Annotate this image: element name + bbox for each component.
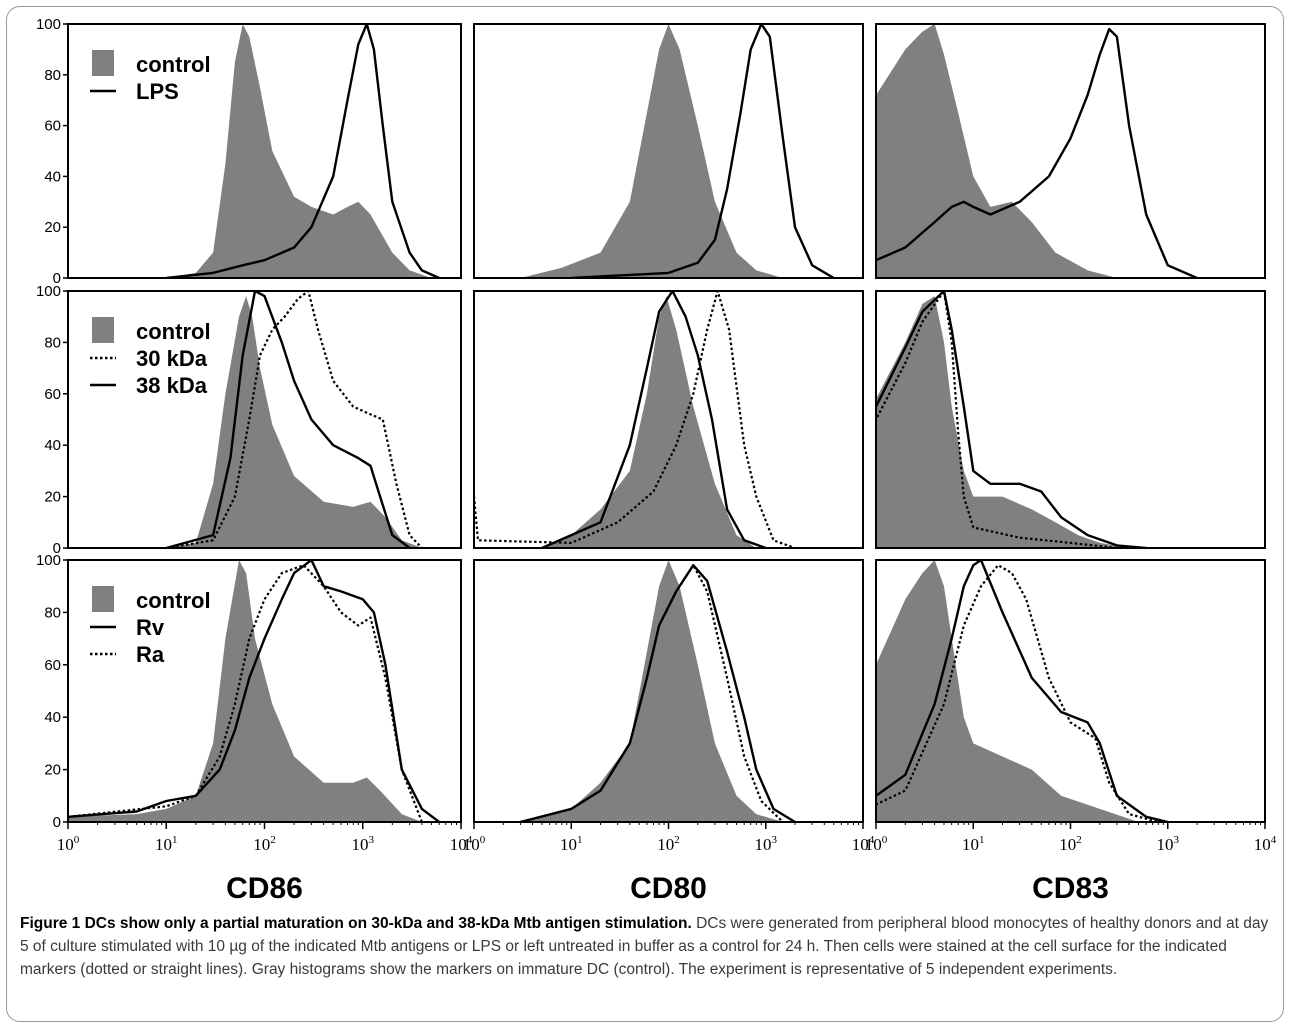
plot-area xyxy=(876,560,1169,822)
series-30-kda-line xyxy=(876,291,1118,548)
y-tick-label: 20 xyxy=(44,489,61,506)
y-tick-label: 100 xyxy=(36,16,61,33)
plot-area xyxy=(876,24,1198,278)
plot-area xyxy=(68,560,440,822)
panel-border xyxy=(473,23,864,279)
legend-label: 30 kDa xyxy=(136,346,208,371)
series-control-histogram xyxy=(542,296,757,548)
legend-label: 38 kDa xyxy=(136,373,208,398)
y-tick-label: 40 xyxy=(44,709,61,726)
plot-area xyxy=(165,291,423,548)
x-tick-label: 103 xyxy=(755,834,778,854)
caption-title: Figure 1 DCs show only a partial maturat… xyxy=(20,915,692,932)
legend-label: control xyxy=(136,52,211,77)
y-tick-label: 100 xyxy=(36,552,61,569)
y-tick-label: 40 xyxy=(44,437,61,454)
series-control-histogram xyxy=(166,296,422,548)
figure-frame xyxy=(6,6,1284,1022)
panel-r2-cd80 xyxy=(473,290,864,549)
y-tick-label: 0 xyxy=(53,540,61,557)
x-tick-label: 102 xyxy=(1059,834,1082,854)
y-tick-label: 0 xyxy=(53,270,61,287)
series-ra-line xyxy=(520,564,784,822)
plot-area xyxy=(520,24,835,278)
figure-histogram-grid: 020406080100controlLPS020406080100contro… xyxy=(36,16,1277,905)
legend-label: Ra xyxy=(136,642,165,667)
panel-border xyxy=(67,290,462,549)
caption-body: DCs were generated from peripheral blood… xyxy=(20,915,1269,978)
x-tick-label: 100 xyxy=(463,834,486,854)
legend-swatch-filled xyxy=(92,586,114,612)
plot-area xyxy=(520,560,796,822)
panel-border xyxy=(875,290,1266,549)
x-tick-label: 103 xyxy=(352,834,375,854)
series-control-histogram xyxy=(876,24,1117,278)
y-tick-label: 60 xyxy=(44,386,61,403)
series-control-histogram xyxy=(166,24,432,278)
series-control-histogram xyxy=(876,560,1139,822)
series-rv-line xyxy=(876,560,1169,822)
figure-caption: Figure 1 DCs show only a partial maturat… xyxy=(20,912,1270,981)
x-tick-label: 100 xyxy=(865,834,888,854)
series-lps-line xyxy=(876,27,1198,278)
legend-label: control xyxy=(136,588,211,613)
x-tick-label: 102 xyxy=(253,834,276,854)
series-control-histogram xyxy=(520,24,783,278)
x-tick-label: 101 xyxy=(962,834,985,854)
x-tick-label: 101 xyxy=(155,834,178,854)
series-38-kda-line xyxy=(541,291,767,548)
y-tick-label: 20 xyxy=(44,762,61,779)
y-tick-label: 20 xyxy=(44,219,61,236)
marker-label-cd80: CD80 xyxy=(630,872,707,905)
y-tick-label: 100 xyxy=(36,283,61,300)
series-control-histogram xyxy=(520,560,783,822)
y-tick-label: 60 xyxy=(44,118,61,135)
y-tick-label: 80 xyxy=(44,604,61,621)
x-tick-label: 104 xyxy=(1254,834,1277,854)
y-tick-label: 80 xyxy=(44,334,61,351)
y-tick-label: 80 xyxy=(44,67,61,84)
plot-area xyxy=(474,291,796,548)
series-control-histogram xyxy=(876,296,1130,548)
y-tick-label: 0 xyxy=(53,814,61,831)
panel-r1-cd80 xyxy=(473,23,864,279)
marker-label-cd86: CD86 xyxy=(226,872,303,905)
legend-label: LPS xyxy=(136,79,179,104)
series-30-kda-line xyxy=(166,291,423,548)
series-lps-line xyxy=(571,24,835,278)
legend-label: Rv xyxy=(136,615,165,640)
y-tick-label: 40 xyxy=(44,168,61,185)
series-ra-line xyxy=(876,564,1159,822)
legend-label: control xyxy=(136,319,211,344)
legend-swatch-filled xyxy=(92,317,114,343)
series-30-kda-line xyxy=(474,291,796,548)
x-tick-label: 100 xyxy=(57,834,80,854)
plot-area xyxy=(166,24,440,278)
plot-area xyxy=(876,291,1147,548)
panel-r2-cd83 xyxy=(875,290,1266,549)
series-38-kda-line xyxy=(876,291,1147,548)
panel-r3-cd83: 100 101 102 103 104 CD83 xyxy=(865,559,1277,905)
series-38-kda-line xyxy=(165,291,411,548)
panel-r1-cd83 xyxy=(875,23,1266,279)
legend-swatch-filled xyxy=(92,50,114,76)
series-ra-line xyxy=(68,564,423,822)
series-lps-line xyxy=(166,24,440,278)
y-tick-label: 60 xyxy=(44,657,61,674)
x-tick-label: 102 xyxy=(657,834,680,854)
x-tick-label: 103 xyxy=(1157,834,1180,854)
panel-border xyxy=(473,290,864,549)
panel-border xyxy=(67,23,462,279)
panel-border xyxy=(875,23,1266,279)
x-tick-label: 101 xyxy=(560,834,583,854)
marker-label-cd83: CD83 xyxy=(1032,872,1109,905)
